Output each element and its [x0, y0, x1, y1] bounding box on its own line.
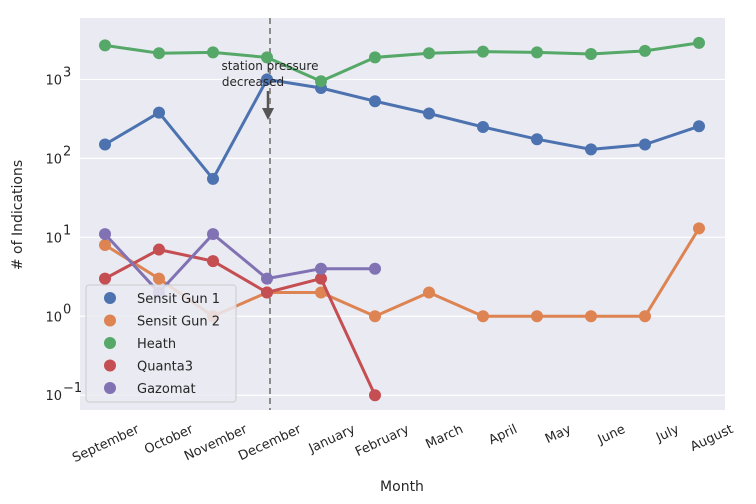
y-tick-label: 10	[45, 73, 62, 88]
data-point	[693, 36, 705, 49]
data-point	[477, 45, 489, 58]
data-point	[423, 107, 435, 120]
data-point	[207, 172, 219, 185]
data-point	[531, 46, 543, 59]
data-point	[585, 47, 597, 60]
data-point	[153, 243, 165, 256]
x-tick-label: January	[306, 422, 358, 457]
x-tick-label: May	[543, 422, 574, 447]
data-point	[153, 47, 165, 60]
data-point	[369, 95, 381, 108]
y-tick-exponent: 0	[63, 302, 71, 317]
x-axis-label: Month	[380, 479, 424, 495]
series-line	[104, 77, 700, 181]
x-tick-label: December	[236, 422, 304, 464]
legend-frame	[85, 284, 237, 403]
annotation-line-2: decreased	[222, 75, 284, 89]
data-point	[639, 44, 651, 57]
legend-label: Sensit Gun 2	[137, 315, 220, 330]
data-point	[585, 143, 597, 156]
x-tick-label: July	[653, 422, 682, 446]
legend-label: Quanta3	[137, 360, 193, 375]
data-point	[585, 310, 597, 323]
data-point	[423, 47, 435, 60]
data-point	[99, 238, 111, 251]
x-tick-label: September	[70, 422, 142, 466]
data-point	[261, 286, 273, 299]
x-tick-label: August	[688, 422, 736, 455]
data-point	[531, 310, 543, 323]
data-point	[99, 39, 111, 52]
data-point	[153, 272, 165, 285]
legend-label: Sensit Gun 1	[137, 292, 220, 307]
legend-marker	[104, 382, 116, 394]
legend-marker	[104, 359, 116, 372]
data-point	[261, 272, 273, 285]
data-point	[693, 120, 705, 133]
data-point	[423, 286, 435, 299]
y-axis-label: # of Indications	[10, 160, 26, 270]
y-tick-exponent: 3	[63, 65, 71, 80]
data-point	[369, 51, 381, 64]
data-point	[693, 222, 705, 235]
legend-marker	[104, 337, 116, 349]
data-point	[99, 138, 111, 151]
y-tick-exponent: 2	[63, 144, 71, 159]
data-point	[153, 106, 165, 119]
series-line	[104, 41, 700, 83]
x-tick-label: June	[595, 422, 628, 448]
legend-marker	[104, 292, 116, 304]
data-point	[207, 255, 219, 268]
data-point	[369, 262, 381, 275]
series-line	[104, 248, 377, 396]
y-tick-exponent: 1	[63, 223, 71, 238]
data-point	[477, 310, 489, 323]
series-layer	[99, 36, 705, 402]
data-point	[99, 272, 111, 285]
data-point	[315, 262, 327, 275]
data-point	[207, 228, 219, 241]
data-point	[639, 138, 651, 151]
data-point	[261, 51, 273, 64]
y-tick-exponent: −1	[63, 381, 82, 396]
y-tick-label: 10	[45, 310, 62, 325]
x-tick-label: April	[486, 422, 519, 448]
legend: Sensit Gun 1 Sensit Gun 2 Heath Quanta3 Gazo…	[85, 284, 237, 403]
annotation-line-1: station pressure	[222, 59, 319, 73]
y-tick-label: 10	[45, 231, 62, 246]
legend-label: Heath	[137, 337, 176, 352]
annotation-arrow-head	[262, 108, 274, 120]
data-point	[207, 46, 219, 59]
legend-label: Gazomat	[137, 382, 196, 397]
data-point	[261, 73, 273, 86]
data-point	[99, 228, 111, 241]
series-line	[103, 232, 375, 294]
data-point	[369, 389, 381, 402]
x-tick-label: February	[353, 422, 412, 460]
data-point	[315, 272, 327, 285]
legend-marker	[104, 314, 116, 327]
data-point	[477, 120, 489, 133]
data-point	[315, 75, 327, 88]
data-point	[639, 310, 651, 323]
data-point	[315, 286, 327, 299]
annotation: station pressure decreased	[222, 59, 319, 120]
y-tick-label: 10	[45, 389, 62, 404]
data-point	[531, 133, 543, 146]
y-tick-label: 10	[45, 152, 62, 167]
data-point	[369, 310, 381, 323]
x-tick-label: March	[423, 422, 465, 452]
